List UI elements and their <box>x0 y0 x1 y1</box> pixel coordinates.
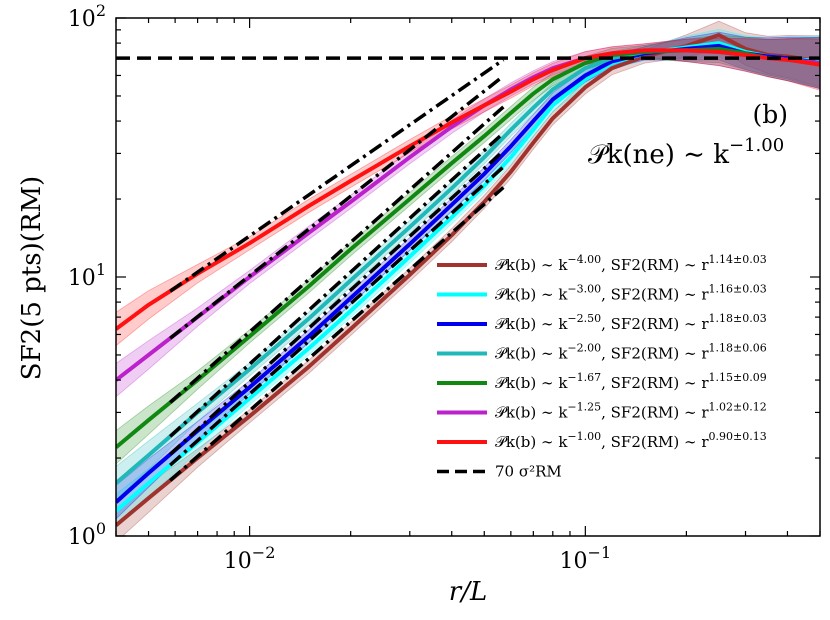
series-line-7 <box>116 48 820 331</box>
fit-line-7 <box>169 58 505 293</box>
series-band-2 <box>116 28 820 529</box>
x-tick-label-2: 10−1 <box>560 543 612 574</box>
x-axis-label: r/L <box>449 577 487 607</box>
series-line-1 <box>116 33 820 527</box>
legend-label-reference: 70 σ²RM <box>495 463 562 481</box>
y-tick-label-3: 102 <box>68 1 106 32</box>
power-spectrum-annotation: 𝒫k(ne) ∼ k−1.00 <box>588 135 784 170</box>
y-tick-label-2: 101 <box>68 260 106 291</box>
y-axis-label: SF2(5 pts)(RM) <box>17 176 47 380</box>
legend-label-4: 𝒫k(b) ∼ k−2.00, SF2(RM) ∼ r1.18±0.06 <box>495 342 767 363</box>
fit-line-5 <box>169 105 505 404</box>
y-tick-label-1: 100 <box>68 519 106 550</box>
x-tick-label-1: 10−2 <box>224 543 276 574</box>
plot-frame <box>115 17 821 537</box>
legend-label-5: 𝒫k(b) ∼ k−1.67, SF2(RM) ∼ r1.15±0.09 <box>495 371 767 392</box>
fit-line-6 <box>169 74 505 340</box>
fit-line-1 <box>169 186 505 482</box>
annotation-main: 𝒫k(ne) ∼ k <box>588 140 729 170</box>
legend-label-7: 𝒫k(b) ∼ k−1.00, SF2(RM) ∼ r0.90±0.13 <box>495 430 767 451</box>
axis-ticks <box>115 17 821 537</box>
legend: 𝒫k(b) ∼ k−4.00, SF2(RM) ∼ r1.14±0.03 𝒫k(b… <box>437 253 767 481</box>
tick-labels: 10−2 10−1 100 101 102 <box>68 1 611 574</box>
series-band-5 <box>116 34 820 465</box>
annotation-exponent: −1.00 <box>729 135 784 156</box>
panel-label: (b) <box>752 100 788 129</box>
legend-label-6: 𝒫k(b) ∼ k−1.25, SF2(RM) ∼ r1.02±0.12 <box>495 401 767 422</box>
legend-label-1: 𝒫k(b) ∼ k−4.00, SF2(RM) ∼ r1.14±0.03 <box>495 253 767 274</box>
series-lines <box>116 33 820 527</box>
legend-label-2: 𝒫k(b) ∼ k−3.00, SF2(RM) ∼ r1.16±0.03 <box>495 283 767 304</box>
fit-line-2 <box>169 165 505 467</box>
legend-label-3: 𝒫k(b) ∼ k−2.50, SF2(RM) ∼ r1.18±0.03 <box>495 312 767 333</box>
fit-line-4 <box>168 131 505 438</box>
fit-lines <box>168 58 505 482</box>
series-band-1 <box>116 20 820 536</box>
fit-line-3 <box>168 149 505 456</box>
series-line-5 <box>116 46 820 449</box>
